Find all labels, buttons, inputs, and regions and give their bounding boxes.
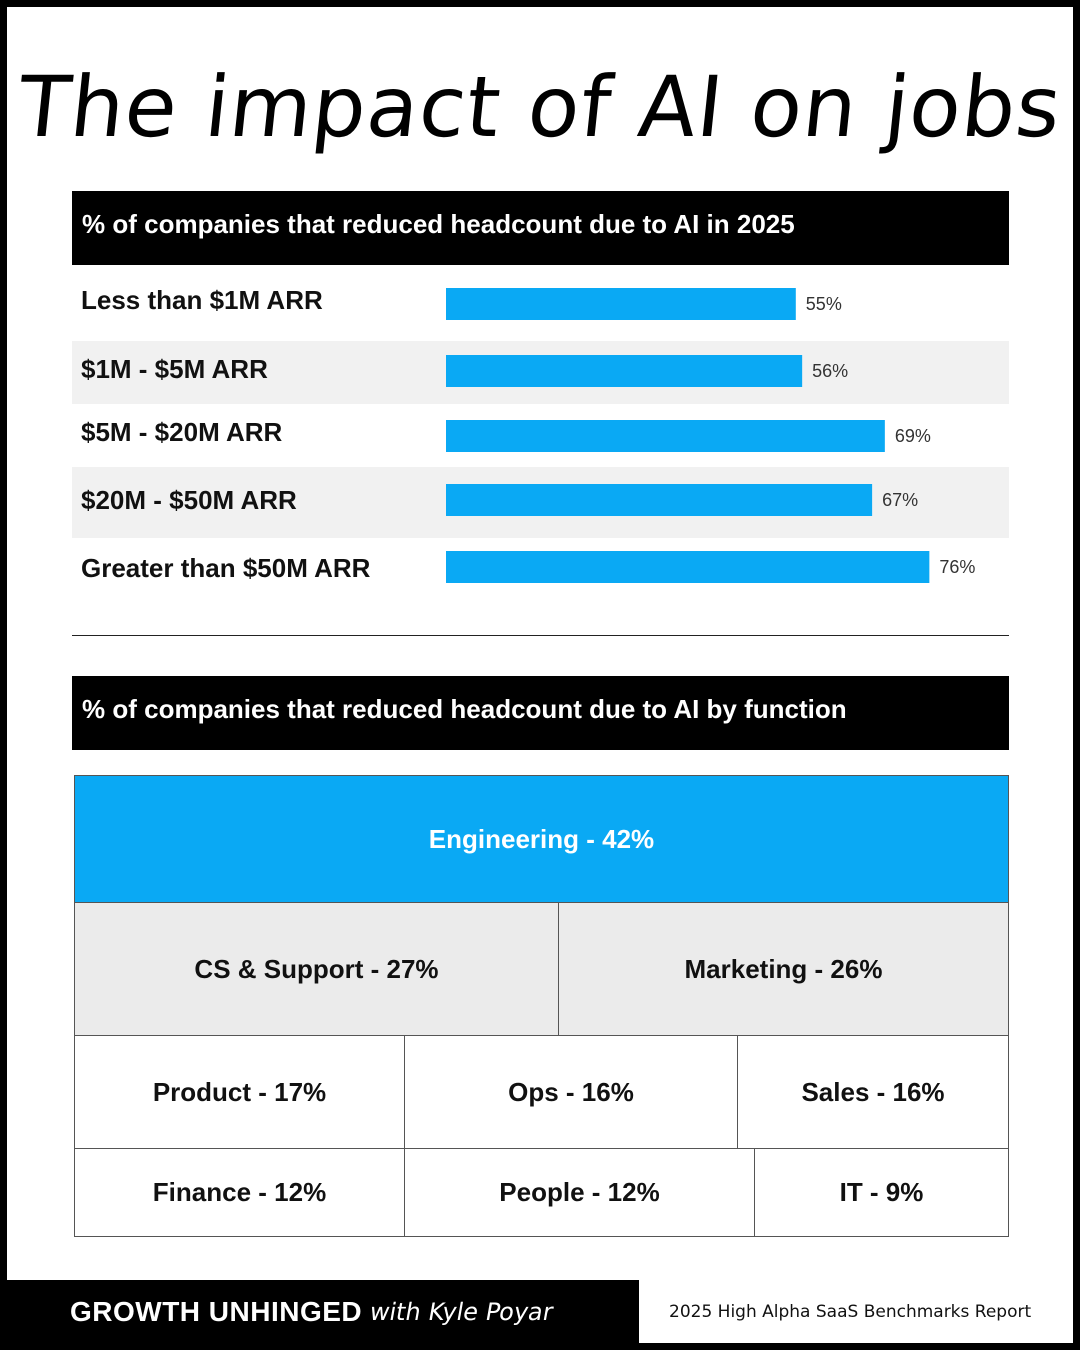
source-note: 2025 High Alpha SaaS Benchmarks Report <box>669 1301 1032 1322</box>
section-header-by-function: % of companies that reduced headcount du… <box>72 676 1009 750</box>
function-cell-it: IT - 9% <box>754 1148 1009 1237</box>
function-cell-ops: Ops - 16% <box>404 1035 738 1149</box>
bar-label: $20M - $50M ARR <box>81 485 297 515</box>
function-cell-finance: Finance - 12% <box>74 1148 405 1237</box>
footer-brand-bar: GROWTH UNHINGED with Kyle Poyar <box>7 1280 639 1343</box>
function-cell-people: People - 12% <box>404 1148 755 1237</box>
function-cell-marketing: Marketing - 26% <box>558 902 1009 1036</box>
section-header-by-arr: % of companies that reduced headcount du… <box>72 191 1009 265</box>
bar-value-label: 55% <box>806 294 842 314</box>
bar-0 <box>446 288 796 320</box>
bar-value-label: 69% <box>895 426 931 446</box>
bar-2 <box>446 420 885 452</box>
brand-byline: with Kyle Poyar <box>367 1297 556 1326</box>
bar-label: $5M - $20M ARR <box>81 417 283 447</box>
bar-4 <box>446 551 930 583</box>
page-title: The impact of AI on jobs <box>13 58 1067 156</box>
function-cell-product: Product - 17% <box>74 1035 405 1149</box>
function-cell-engineering: Engineering - 42% <box>74 775 1009 903</box>
function-cell-sales: Sales - 16% <box>737 1035 1009 1149</box>
brand-name: GROWTH UNHINGED <box>70 1295 363 1327</box>
bar-value-label: 76% <box>939 557 975 577</box>
section-divider <box>72 635 1009 636</box>
bar-label: Less than $1M ARR <box>81 285 323 315</box>
bar-label: Greater than $50M ARR <box>81 553 371 583</box>
infographic: The impact of AI on jobs % of companies … <box>7 7 1073 1343</box>
function-cell-cs-support: CS & Support - 27% <box>74 902 559 1036</box>
bar-label: $1M - $5M ARR <box>81 354 268 384</box>
